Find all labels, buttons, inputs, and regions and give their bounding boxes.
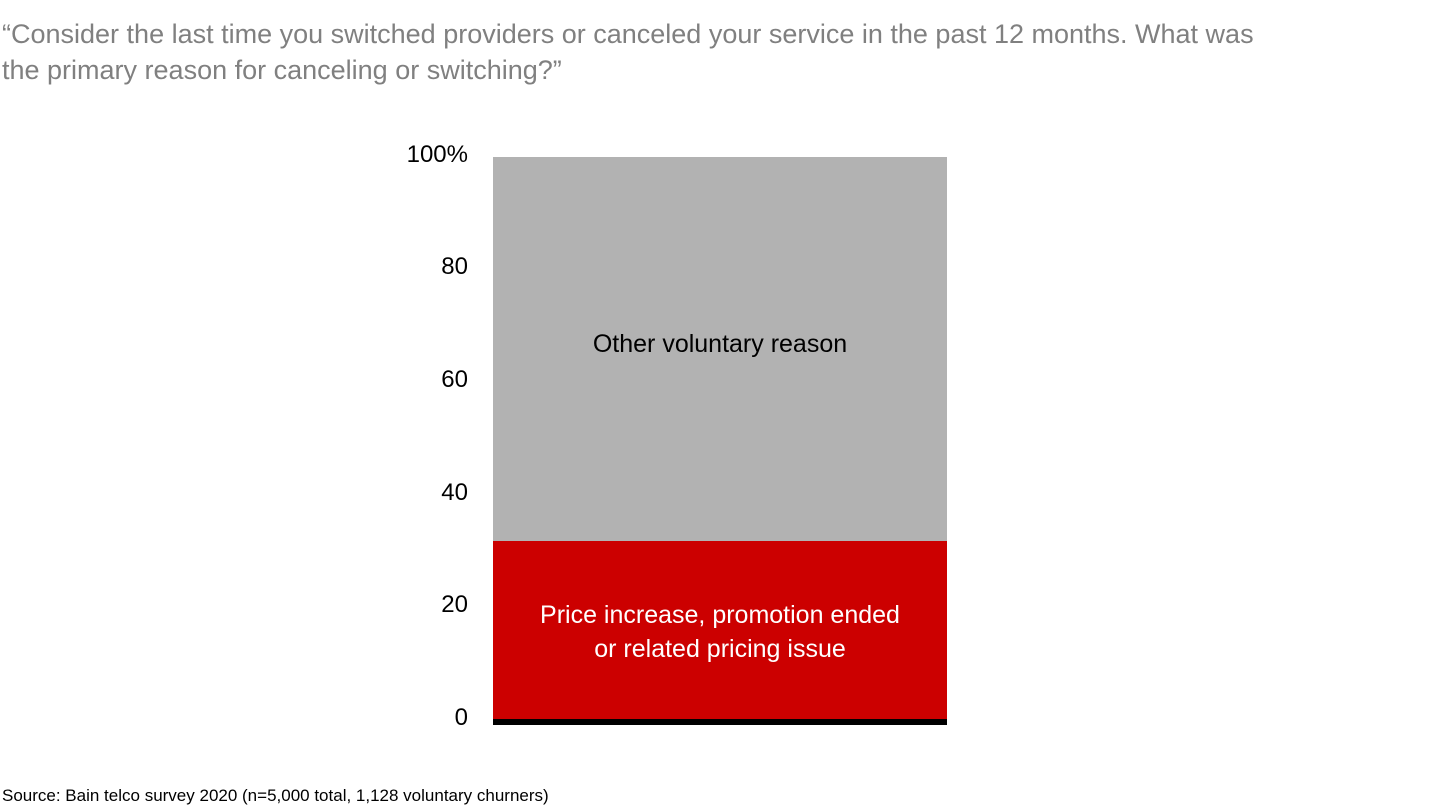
bar-segment-other: Other voluntary reason [493,157,947,541]
bar-segment-price: Price increase, promotion ended or relat… [493,541,947,720]
segment-label-price-line1: Price increase, promotion ended [540,601,900,629]
y-tick-60: 60 [441,366,468,393]
segment-label-price-line2: or related pricing issue [594,635,846,663]
y-tick-40: 40 [441,479,468,506]
source-note: Source: Bain telco survey 2020 (n=5,000 … [2,786,549,805]
y-tick-80: 80 [441,253,468,280]
segment-label-other: Other voluntary reason [592,330,848,358]
y-tick-100: 100% [406,141,468,168]
x-axis-baseline [493,719,947,725]
y-tick-0: 0 [454,704,468,731]
y-tick-20: 20 [441,591,468,618]
chart-title: “Consider the last time you switched pro… [2,19,1254,85]
